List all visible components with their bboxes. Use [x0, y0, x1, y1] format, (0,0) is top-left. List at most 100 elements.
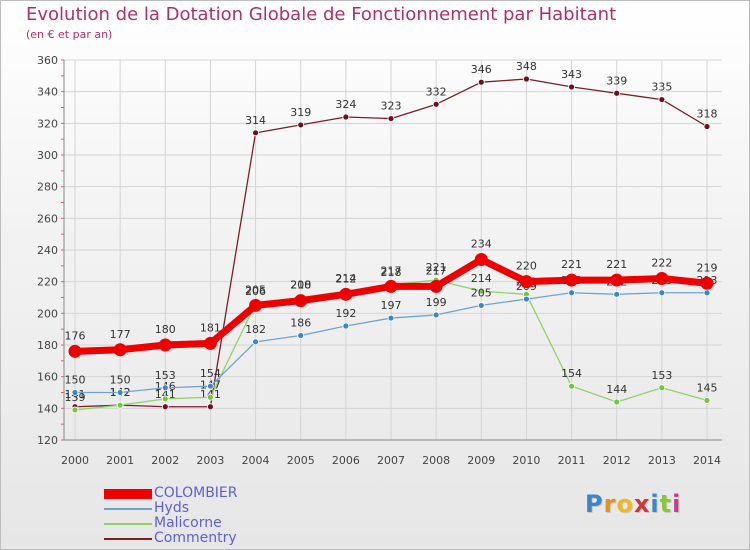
data-label-malicorne: 218 — [381, 266, 402, 279]
x-tick-label: 2007 — [377, 454, 405, 467]
data-label-malicorne: 214 — [471, 272, 492, 285]
data-label-colombier: 220 — [516, 260, 537, 273]
y-tick-label: 200 — [37, 307, 58, 320]
data-point-hyds — [342, 322, 350, 330]
y-tick-label: 220 — [37, 276, 58, 289]
y-tick-label: 140 — [37, 402, 58, 415]
data-point-hyds — [568, 289, 575, 297]
data-label-hyds: 150 — [65, 374, 86, 387]
data-label-commentry: 339 — [606, 74, 627, 87]
data-label-hyds: 154 — [200, 367, 221, 380]
legend-item-colombier: COLOMBIER — [104, 485, 304, 501]
data-label-commentry: 346 — [471, 63, 492, 76]
legend-item-malicorne: Malicorne — [104, 515, 304, 531]
data-point-hyds — [523, 295, 530, 303]
data-label-colombier: 234 — [471, 238, 492, 251]
proxiti-logo: Proxiti — [585, 490, 681, 518]
x-tick-label: 2005 — [287, 454, 315, 467]
chart-subtitle: (en € et par an) — [26, 28, 113, 41]
data-label-hyds: 192 — [335, 307, 356, 320]
data-point-malicorne — [161, 395, 169, 403]
data-label-hyds: 186 — [290, 317, 311, 330]
y-tick-label: 240 — [37, 244, 58, 257]
legend-item-hyds: Hyds — [104, 500, 304, 516]
legend-swatch-hyds — [104, 508, 152, 510]
data-label-colombier: 181 — [200, 321, 221, 334]
x-tick-label: 2010 — [512, 454, 540, 467]
y-tick-label: 180 — [37, 339, 58, 352]
data-label-commentry: 335 — [651, 81, 672, 94]
data-label-malicorne: 154 — [561, 367, 582, 380]
data-label-malicorne: 210 — [290, 279, 311, 292]
data-point-malicorne — [477, 287, 485, 295]
data-point-commentry — [568, 83, 575, 91]
data-point-colombier — [249, 298, 263, 312]
data-point-hyds — [387, 314, 395, 322]
data-point-commentry — [342, 113, 350, 121]
x-tick-label: 2004 — [242, 454, 270, 467]
data-point-colombier — [384, 279, 398, 293]
data-label-malicorne: 153 — [651, 369, 672, 382]
data-label-colombier: 212 — [335, 272, 356, 285]
data-point-colombier — [68, 344, 82, 358]
legend-swatch-colombier — [104, 489, 152, 499]
legend-swatch-malicorne — [104, 523, 152, 525]
legend: COLOMBIER Hyds Malicorne Commentry — [104, 485, 304, 546]
logo-letter: P — [585, 490, 604, 518]
logo-letter: o — [616, 490, 634, 518]
x-tick-label: 2003 — [196, 454, 224, 467]
data-point-malicorne — [658, 384, 666, 392]
data-point-colombier — [203, 336, 217, 350]
x-tick-label: 2002 — [151, 454, 179, 467]
data-label-colombier: 180 — [155, 323, 176, 336]
y-tick-label: 160 — [37, 371, 58, 384]
data-point-commentry — [252, 129, 259, 137]
data-point-colombier — [700, 276, 714, 290]
data-point-commentry — [613, 89, 621, 97]
data-label-hyds: 197 — [381, 299, 402, 312]
legend-label-malicorne: Malicorne — [154, 515, 222, 531]
data-point-colombier — [655, 272, 669, 285]
legend-label-hyds: Hyds — [154, 500, 189, 516]
y-tick-label: 280 — [37, 181, 58, 194]
data-label-malicorne: 214 — [335, 272, 356, 285]
data-point-hyds — [613, 290, 621, 298]
data-point-hyds — [71, 389, 79, 396]
data-point-colombier — [158, 338, 172, 352]
data-point-commentry — [432, 100, 440, 108]
data-point-colombier — [474, 253, 488, 266]
data-label-commentry: 324 — [335, 98, 356, 111]
data-label-colombier: 219 — [697, 261, 718, 274]
data-label-colombier: 208 — [290, 279, 311, 292]
y-tick-label: 360 — [37, 54, 58, 67]
data-label-commentry: 348 — [516, 60, 537, 73]
data-point-colombier — [429, 279, 443, 293]
x-tick-label: 2006 — [332, 454, 360, 467]
data-point-malicorne — [613, 398, 621, 406]
data-point-commentry — [703, 123, 711, 130]
data-point-colombier — [610, 273, 624, 287]
logo-letter: x — [633, 490, 651, 518]
data-label-malicorne: 144 — [606, 383, 627, 396]
data-label-colombier: 176 — [65, 329, 86, 342]
data-label-colombier: 221 — [561, 258, 582, 271]
data-label-hyds: 199 — [426, 296, 447, 309]
data-point-colombier — [294, 294, 308, 308]
data-label-colombier: 222 — [651, 257, 672, 270]
data-label-colombier: 221 — [606, 258, 627, 271]
data-label-colombier: 217 — [381, 264, 402, 277]
data-label-hyds: 205 — [471, 286, 492, 299]
data-label-commentry: 319 — [290, 106, 311, 119]
data-label-colombier: 217 — [426, 264, 447, 277]
logo-letter: t — [659, 490, 673, 518]
data-point-malicorne — [207, 393, 214, 401]
data-point-colombier — [339, 287, 353, 301]
data-label-commentry: 343 — [561, 68, 582, 81]
data-point-commentry — [207, 403, 214, 411]
x-tick-label: 2000 — [61, 454, 89, 467]
data-label-malicorne: 145 — [697, 381, 718, 394]
data-point-commentry — [523, 75, 530, 83]
x-tick-label: 2014 — [693, 454, 721, 467]
legend-label-commentry: Commentry — [154, 530, 237, 546]
